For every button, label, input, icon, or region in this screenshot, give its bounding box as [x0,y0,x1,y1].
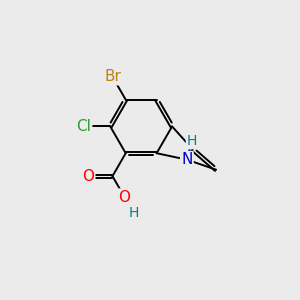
Text: Br: Br [104,69,121,84]
Text: N: N [181,152,193,167]
Text: Cl: Cl [76,119,91,134]
Text: H: H [128,206,139,220]
Text: O: O [118,190,130,205]
Text: H: H [187,134,197,148]
Text: O: O [82,169,94,184]
